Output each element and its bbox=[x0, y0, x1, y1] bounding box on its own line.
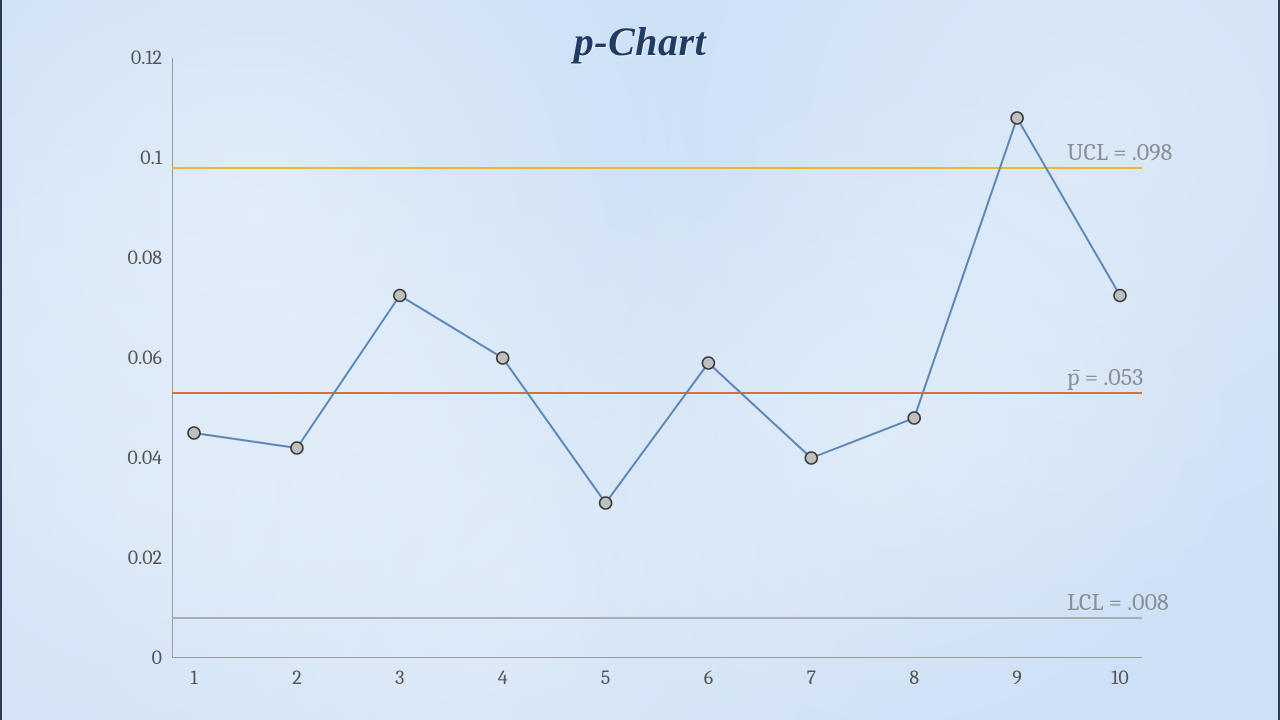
data-point bbox=[1011, 112, 1023, 124]
x-tick-label: 8 bbox=[894, 666, 934, 689]
data-point bbox=[600, 497, 612, 509]
data-series bbox=[172, 58, 1142, 658]
x-tick-label: 5 bbox=[586, 666, 626, 689]
series-line bbox=[194, 118, 1120, 503]
x-tick-label: 2 bbox=[277, 666, 317, 689]
y-tick-label: 0.04 bbox=[102, 446, 162, 469]
x-tick-label: 4 bbox=[483, 666, 523, 689]
data-point bbox=[291, 442, 303, 454]
x-tick-label: 9 bbox=[997, 666, 1037, 689]
pbar-label: p̄ = .053 bbox=[1067, 363, 1143, 391]
y-tick-label: 0.12 bbox=[102, 46, 162, 69]
data-point bbox=[188, 427, 200, 439]
data-point bbox=[1114, 290, 1126, 302]
x-tick-label: 6 bbox=[688, 666, 728, 689]
y-tick-label: 0.06 bbox=[102, 346, 162, 369]
data-point bbox=[497, 352, 509, 364]
data-point bbox=[805, 452, 817, 464]
lcl-label: LCL = .008 bbox=[1067, 588, 1169, 616]
data-point bbox=[908, 412, 920, 424]
data-point bbox=[702, 357, 714, 369]
x-tick-label: 1 bbox=[174, 666, 214, 689]
data-point bbox=[394, 290, 406, 302]
y-tick-label: 0.1 bbox=[102, 146, 162, 169]
x-tick-label: 10 bbox=[1100, 666, 1140, 689]
y-tick-label: 0.08 bbox=[102, 246, 162, 269]
x-tick-label: 7 bbox=[791, 666, 831, 689]
ucl-label: UCL = .098 bbox=[1067, 138, 1172, 166]
y-tick-label: 0 bbox=[102, 646, 162, 669]
plot-area bbox=[172, 58, 1142, 658]
x-tick-label: 3 bbox=[380, 666, 420, 689]
y-tick-label: 0.02 bbox=[102, 546, 162, 569]
chart-canvas: p-Chart UCL = .098 p̄ = .053 LCL = .008 … bbox=[0, 0, 1280, 720]
